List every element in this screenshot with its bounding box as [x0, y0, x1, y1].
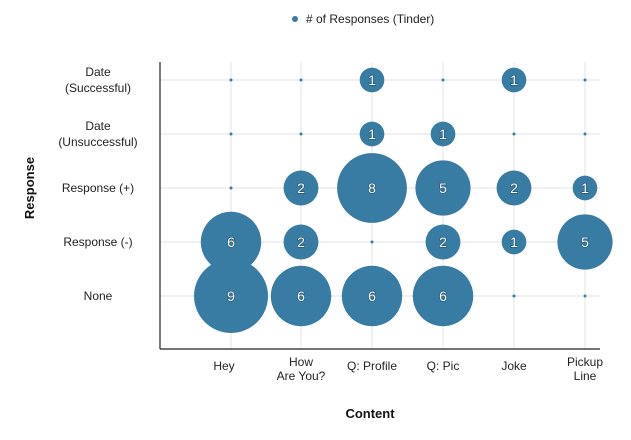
bubble-label: 2 [510, 180, 518, 196]
empty-point [583, 132, 587, 136]
bubble [200, 211, 262, 273]
x-tick-label: Pickup Line [567, 355, 603, 383]
x-axis-title: Content [345, 406, 395, 421]
empty-point [512, 132, 516, 136]
bubble [359, 121, 385, 147]
y-tick-label: Response (+) [62, 181, 134, 195]
bubble [283, 170, 319, 206]
legend-marker [292, 16, 298, 22]
y-tick-label: Date (Successful) [65, 65, 131, 95]
bubble [341, 265, 403, 327]
bubble-label: 1 [510, 234, 518, 250]
bubble [270, 265, 332, 327]
bubble-label: 1 [368, 126, 376, 142]
bubble [430, 121, 456, 147]
bubble [425, 224, 461, 260]
bubble-label: 2 [297, 234, 305, 250]
bubble-label: 1 [510, 72, 518, 88]
bubble [501, 67, 527, 93]
bubble-label: 2 [439, 234, 447, 250]
bubble [557, 214, 613, 270]
x-tick-label: Hey [213, 359, 234, 373]
bubble-label: 6 [227, 234, 235, 250]
x-tick-label: How Are You? [277, 355, 326, 383]
bubble [359, 67, 385, 93]
legend: # of Responses (Tinder) [292, 12, 434, 26]
bubble [496, 170, 532, 206]
bubble-label: 9 [227, 288, 235, 304]
empty-point [583, 294, 587, 298]
bubble [194, 259, 268, 333]
y-tick-label: Response (-) [63, 235, 132, 249]
empty-point [583, 78, 587, 82]
empty-point [512, 294, 516, 298]
bubble [572, 175, 598, 201]
bubble [337, 153, 407, 223]
x-tick-label: Q: Pic [427, 359, 460, 373]
bubble-label: 1 [368, 72, 376, 88]
bubble-label: 5 [439, 180, 447, 196]
legend-label: # of Responses (Tinder) [306, 12, 435, 26]
bubble-label: 6 [439, 288, 447, 304]
empty-point [370, 240, 374, 244]
y-tick-label: Date (Unsuccessful) [58, 119, 137, 149]
bubble [283, 224, 319, 260]
bubble-label: 6 [368, 288, 376, 304]
empty-point [299, 78, 303, 82]
x-tick-label: Q: Profile [347, 359, 397, 373]
bubble-label: 8 [368, 180, 376, 196]
y-axis-title: Response [22, 157, 37, 219]
empty-point [229, 186, 233, 190]
bubble [412, 265, 474, 327]
bubble [415, 160, 471, 216]
x-tick-label: Joke [501, 359, 527, 373]
bubble-label: 5 [581, 234, 589, 250]
empty-point [441, 78, 445, 82]
bubble-label: 1 [581, 180, 589, 196]
empty-point [229, 132, 233, 136]
bubble-label: 1 [439, 126, 447, 142]
empty-point [299, 132, 303, 136]
empty-point [229, 78, 233, 82]
y-tick-label: None [84, 289, 113, 303]
bubble [501, 229, 527, 255]
bubble-label: 6 [297, 288, 305, 304]
bubble-label: 2 [297, 180, 305, 196]
